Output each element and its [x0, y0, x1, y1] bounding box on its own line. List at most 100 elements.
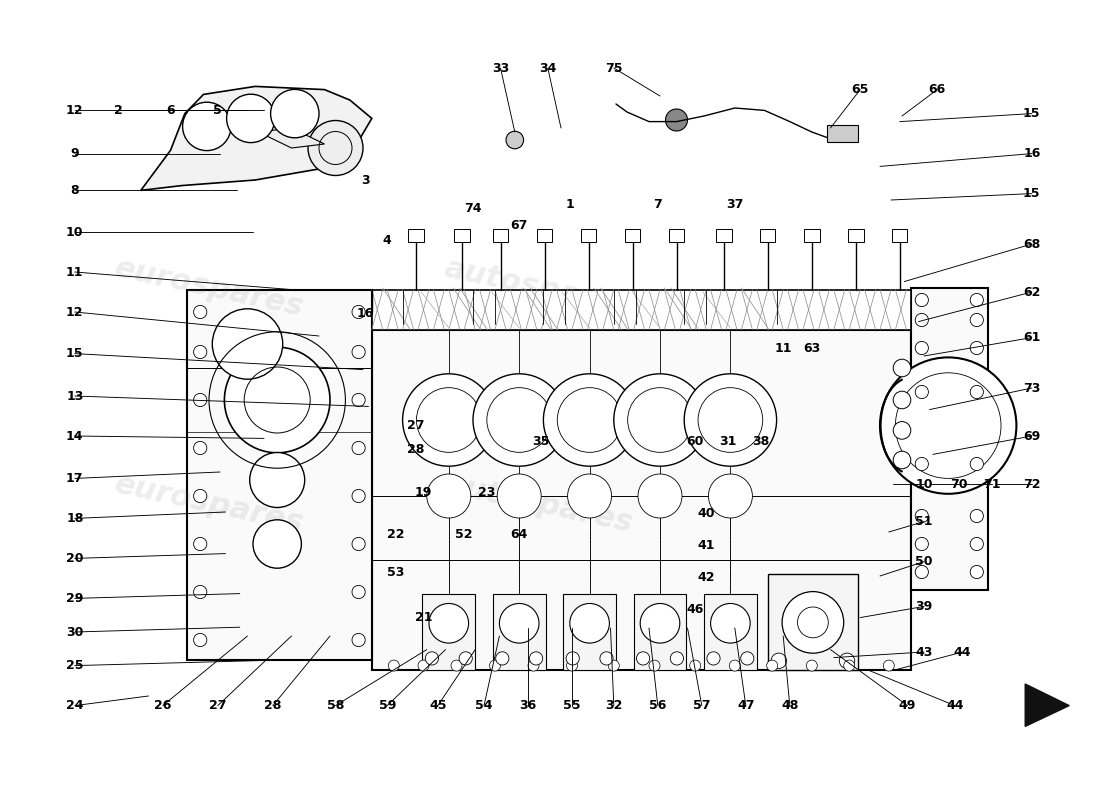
Circle shape — [640, 603, 680, 643]
Text: 16: 16 — [1023, 147, 1041, 160]
Circle shape — [506, 131, 524, 149]
Circle shape — [497, 474, 541, 518]
Circle shape — [970, 294, 983, 306]
Text: 68: 68 — [1023, 238, 1041, 250]
Circle shape — [352, 490, 365, 502]
Bar — [625, 229, 640, 242]
Circle shape — [740, 652, 754, 665]
Text: 26: 26 — [154, 699, 172, 712]
Text: 61: 61 — [1023, 331, 1041, 344]
Text: 27: 27 — [407, 419, 425, 432]
Text: 20: 20 — [66, 552, 84, 565]
Polygon shape — [911, 288, 988, 590]
Circle shape — [227, 94, 275, 142]
Circle shape — [844, 660, 855, 671]
Text: 18: 18 — [66, 512, 84, 525]
Text: 35: 35 — [532, 435, 550, 448]
Circle shape — [352, 634, 365, 646]
Text: 12: 12 — [66, 104, 84, 117]
Circle shape — [352, 346, 365, 358]
Circle shape — [893, 451, 911, 469]
Text: 49: 49 — [899, 699, 916, 712]
Circle shape — [970, 458, 983, 470]
Circle shape — [970, 386, 983, 398]
Text: 8: 8 — [70, 184, 79, 197]
Circle shape — [570, 603, 609, 643]
Circle shape — [614, 374, 706, 466]
Text: 34: 34 — [539, 62, 557, 74]
Circle shape — [183, 102, 231, 150]
Circle shape — [915, 294, 928, 306]
Polygon shape — [258, 128, 324, 148]
Text: 56: 56 — [649, 699, 667, 712]
Circle shape — [915, 386, 928, 398]
Text: 7: 7 — [653, 198, 662, 210]
Text: 38: 38 — [752, 435, 770, 448]
Circle shape — [839, 653, 855, 669]
Text: 73: 73 — [1023, 382, 1041, 394]
Text: 28: 28 — [407, 443, 425, 456]
Text: 22: 22 — [387, 528, 405, 541]
Circle shape — [427, 474, 471, 518]
Circle shape — [194, 586, 207, 598]
Text: 3: 3 — [361, 174, 370, 186]
Circle shape — [915, 538, 928, 550]
Text: 15: 15 — [66, 347, 84, 360]
Polygon shape — [704, 594, 757, 670]
Polygon shape — [422, 594, 475, 670]
Text: 58: 58 — [327, 699, 344, 712]
Circle shape — [767, 660, 778, 671]
Circle shape — [473, 374, 565, 466]
Text: 41: 41 — [697, 539, 715, 552]
Circle shape — [970, 566, 983, 578]
Text: 69: 69 — [1023, 430, 1041, 442]
Circle shape — [426, 652, 439, 665]
Circle shape — [250, 453, 305, 507]
Circle shape — [915, 458, 928, 470]
Polygon shape — [1025, 684, 1069, 726]
Circle shape — [782, 592, 844, 653]
Text: 48: 48 — [781, 699, 799, 712]
Text: 63: 63 — [803, 342, 821, 354]
Text: 39: 39 — [915, 600, 933, 613]
Text: 19: 19 — [415, 486, 432, 498]
Text: 21: 21 — [415, 611, 432, 624]
Bar — [827, 125, 858, 142]
Circle shape — [418, 660, 429, 671]
Text: 13: 13 — [66, 390, 84, 402]
Circle shape — [543, 374, 636, 466]
Text: 42: 42 — [697, 571, 715, 584]
Circle shape — [490, 660, 500, 671]
Text: 43: 43 — [915, 646, 933, 658]
Circle shape — [529, 652, 542, 665]
Circle shape — [194, 306, 207, 318]
Circle shape — [566, 652, 580, 665]
Polygon shape — [141, 86, 372, 190]
Circle shape — [568, 474, 612, 518]
Text: 25: 25 — [66, 659, 84, 672]
Polygon shape — [493, 594, 546, 670]
Text: 53: 53 — [387, 566, 405, 578]
Circle shape — [970, 314, 983, 326]
Text: eurospares: eurospares — [112, 470, 306, 538]
Circle shape — [212, 309, 283, 379]
Circle shape — [666, 109, 688, 131]
Text: 60: 60 — [686, 435, 704, 448]
Text: 51: 51 — [915, 515, 933, 528]
Polygon shape — [563, 594, 616, 670]
Circle shape — [806, 660, 817, 671]
Text: 11: 11 — [774, 342, 792, 354]
Bar — [768, 574, 858, 670]
Text: 46: 46 — [686, 603, 704, 616]
Text: 71: 71 — [983, 478, 1001, 490]
Text: 10: 10 — [66, 226, 84, 238]
Text: 5: 5 — [213, 104, 222, 117]
Text: autospares: autospares — [442, 254, 636, 322]
Text: 36: 36 — [519, 699, 537, 712]
Circle shape — [352, 394, 365, 406]
Circle shape — [194, 394, 207, 406]
Circle shape — [459, 652, 472, 665]
Circle shape — [352, 538, 365, 550]
Text: 62: 62 — [1023, 286, 1041, 298]
Text: 29: 29 — [66, 592, 84, 605]
